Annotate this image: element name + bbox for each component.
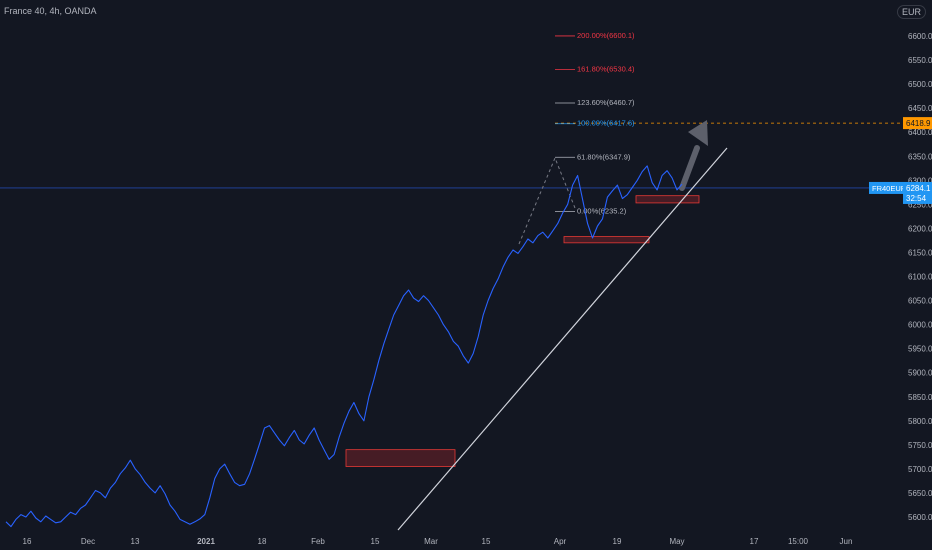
- y-tick-label: 6050.0: [908, 297, 932, 306]
- x-tick-label: Jun: [840, 537, 853, 546]
- x-tick-label: Apr: [554, 537, 567, 546]
- y-tick-label: 6200.0: [908, 224, 932, 233]
- x-tick-label: 13: [131, 537, 140, 546]
- x-tick-label: 19: [613, 537, 622, 546]
- trendline: [397, 147, 728, 531]
- fib-level-label: 161.80%(6530.4): [577, 64, 635, 73]
- fib-projection-path: [518, 156, 576, 245]
- y-tick-label: 6500.0: [908, 80, 932, 89]
- last-price-label: 6284.1: [906, 184, 931, 193]
- y-tick-label: 6250.0: [908, 200, 932, 209]
- symbol-badge-label: FR40EUR: [872, 184, 907, 193]
- x-tick-label: 15: [482, 537, 491, 546]
- x-tick-label: 17: [750, 537, 759, 546]
- support-zone-may: [635, 195, 700, 204]
- symbol-badge: [869, 181, 903, 194]
- y-tick-label: 5600.0: [908, 513, 932, 522]
- target-price-label: 6418.9: [906, 119, 931, 128]
- fib-level-label: 200.00%(6600.1): [577, 31, 635, 40]
- countdown-label: 32:54: [906, 194, 927, 203]
- y-tick-label: 6350.0: [908, 152, 932, 161]
- support-zone-feb: [345, 449, 456, 467]
- target-price-badge: [903, 117, 932, 130]
- y-tick-label: 5850.0: [908, 393, 932, 402]
- y-tick-label: 5650.0: [908, 489, 932, 498]
- projection-arrow-shaft: [679, 145, 700, 191]
- projection-arrow-head: [688, 120, 708, 146]
- y-tick-label: 6100.0: [908, 273, 932, 282]
- currency-badge[interactable]: EUR: [896, 5, 926, 19]
- y-tick-label: 6000.0: [908, 321, 932, 330]
- x-tick-label: 2021: [197, 537, 215, 546]
- y-tick-label: 5800.0: [908, 417, 932, 426]
- y-tick-label: 6150.0: [908, 248, 932, 257]
- fib-level-label: 100.00%(6417.6): [577, 119, 635, 128]
- fib-level-label: 0.00%(6235.2): [577, 206, 627, 215]
- x-tick-label: Mar: [424, 537, 438, 546]
- support-zone-apr: [563, 236, 650, 244]
- x-tick-label: 15:00: [788, 537, 809, 546]
- y-tick-label: 5950.0: [908, 345, 932, 354]
- x-tick-label: 16: [23, 537, 32, 546]
- y-tick-label: 5750.0: [908, 441, 932, 450]
- y-tick-label: 6600.0: [908, 32, 932, 41]
- price-series-line: [5, 165, 683, 528]
- last-price-badge: [903, 181, 932, 204]
- x-tick-label: 18: [258, 537, 267, 546]
- x-tick-label: 15: [371, 537, 380, 546]
- y-tick-label: 6300.0: [908, 176, 932, 185]
- y-tick-label: 6400.0: [908, 128, 932, 137]
- x-tick-label: Feb: [311, 537, 325, 546]
- y-tick-label: 6550.0: [908, 56, 932, 65]
- y-tick-label: 5900.0: [908, 369, 932, 378]
- x-tick-label: May: [669, 537, 684, 546]
- y-tick-label: 6450.0: [908, 104, 932, 113]
- fib-level-label: 123.60%(6460.7): [577, 98, 635, 107]
- y-tick-label: 5700.0: [908, 465, 932, 474]
- symbol-title: France 40, 4h, OANDA: [4, 6, 97, 16]
- x-tick-label: Dec: [81, 537, 95, 546]
- fib-level-label: 61.80%(6347.9): [577, 152, 631, 161]
